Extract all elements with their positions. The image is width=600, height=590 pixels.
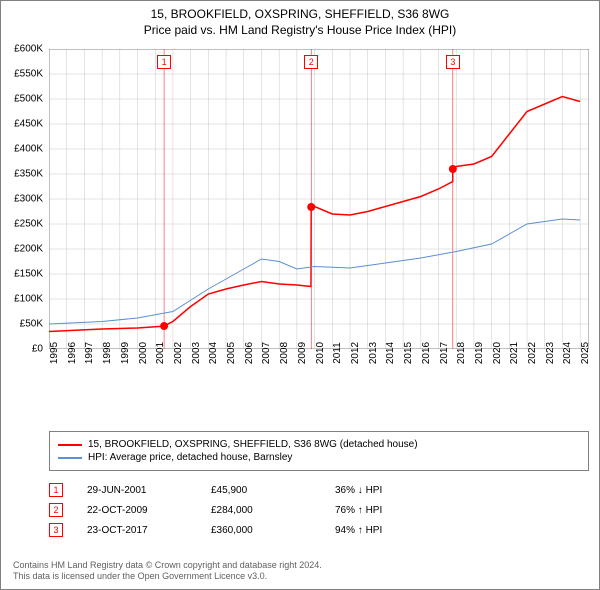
legend-swatch <box>58 457 82 459</box>
legend-label: HPI: Average price, detached house, Barn… <box>88 452 292 463</box>
x-tick-label: 2000 <box>138 342 149 364</box>
transaction-pct: 94% ↑ HPI <box>335 525 435 536</box>
x-tick-label: 2007 <box>261 342 272 364</box>
footer-line-2: This data is licensed under the Open Gov… <box>13 571 322 583</box>
transaction-price: £45,900 <box>211 485 311 496</box>
x-tick-label: 2013 <box>368 342 379 364</box>
x-tick-label: 1999 <box>120 342 131 364</box>
transaction-date: 29-JUN-2001 <box>87 485 187 496</box>
x-tick-label: 2022 <box>527 342 538 364</box>
footer-line-1: Contains HM Land Registry data © Crown c… <box>13 560 322 572</box>
y-tick-label: £500K <box>14 94 43 105</box>
transaction-date: 23-OCT-2017 <box>87 525 187 536</box>
x-tick-label: 2020 <box>492 342 503 364</box>
transaction-price: £360,000 <box>211 525 311 536</box>
transaction-row: 3 23-OCT-2017 £360,000 94% ↑ HPI <box>49 523 589 537</box>
x-tick-label: 2025 <box>580 342 591 364</box>
x-tick-label: 2018 <box>456 342 467 364</box>
y-tick-label: £550K <box>14 69 43 80</box>
footer-attribution: Contains HM Land Registry data © Crown c… <box>13 560 322 583</box>
sale-marker-box: 2 <box>304 55 318 69</box>
x-tick-label: 2004 <box>208 342 219 364</box>
transaction-price: £284,000 <box>211 505 311 516</box>
x-tick-label: 2017 <box>439 342 450 364</box>
chart-container: 15, BROOKFIELD, OXSPRING, SHEFFIELD, S36… <box>0 0 600 590</box>
chart-area: £0£50K£100K£150K£200K£250K£300K£350K£400… <box>49 49 589 389</box>
transaction-pct: 36% ↓ HPI <box>335 485 435 496</box>
transaction-marker: 1 <box>49 483 63 497</box>
chart-subtitle: Price paid vs. HM Land Registry's House … <box>1 23 599 37</box>
x-tick-label: 2010 <box>315 342 326 364</box>
transaction-marker: 3 <box>49 523 63 537</box>
y-tick-label: £0 <box>32 344 43 355</box>
y-tick-label: £250K <box>14 219 43 230</box>
x-tick-label: 1996 <box>67 342 78 364</box>
legend-row: 15, BROOKFIELD, OXSPRING, SHEFFIELD, S36… <box>58 439 580 450</box>
y-tick-label: £600K <box>14 44 43 55</box>
legend-swatch <box>58 444 82 446</box>
x-tick-label: 1997 <box>84 342 95 364</box>
y-tick-label: £350K <box>14 169 43 180</box>
x-tick-label: 2024 <box>562 342 573 364</box>
x-tick-label: 2016 <box>421 342 432 364</box>
transaction-pct: 76% ↑ HPI <box>335 505 435 516</box>
legend: 15, BROOKFIELD, OXSPRING, SHEFFIELD, S36… <box>49 431 589 471</box>
x-tick-label: 2006 <box>244 342 255 364</box>
sale-marker-box: 1 <box>157 55 171 69</box>
transaction-row: 1 29-JUN-2001 £45,900 36% ↓ HPI <box>49 483 589 497</box>
x-tick-label: 2012 <box>350 342 361 364</box>
chart-titles: 15, BROOKFIELD, OXSPRING, SHEFFIELD, S36… <box>1 1 599 37</box>
sale-marker-box: 3 <box>446 55 460 69</box>
x-tick-label: 2015 <box>403 342 414 364</box>
legend-row: HPI: Average price, detached house, Barn… <box>58 452 580 463</box>
x-tick-label: 2014 <box>385 342 396 364</box>
y-tick-label: £200K <box>14 244 43 255</box>
chart-plot <box>49 49 589 349</box>
x-tick-label: 2019 <box>474 342 485 364</box>
y-tick-label: £400K <box>14 144 43 155</box>
transactions-table: 1 29-JUN-2001 £45,900 36% ↓ HPI 2 22-OCT… <box>49 477 589 543</box>
transaction-marker: 2 <box>49 503 63 517</box>
x-tick-label: 2005 <box>226 342 237 364</box>
y-tick-label: £150K <box>14 269 43 280</box>
legend-label: 15, BROOKFIELD, OXSPRING, SHEFFIELD, S36… <box>88 439 418 450</box>
x-tick-label: 2008 <box>279 342 290 364</box>
chart-title-address: 15, BROOKFIELD, OXSPRING, SHEFFIELD, S36… <box>1 7 599 21</box>
y-tick-label: £300K <box>14 194 43 205</box>
y-tick-label: £450K <box>14 119 43 130</box>
transaction-date: 22-OCT-2009 <box>87 505 187 516</box>
x-tick-label: 2001 <box>155 342 166 364</box>
x-tick-label: 2009 <box>297 342 308 364</box>
x-tick-label: 2023 <box>545 342 556 364</box>
transaction-row: 2 22-OCT-2009 £284,000 76% ↑ HPI <box>49 503 589 517</box>
y-tick-label: £50K <box>20 319 43 330</box>
x-tick-label: 1998 <box>102 342 113 364</box>
x-tick-label: 2002 <box>173 342 184 364</box>
x-tick-label: 2021 <box>509 342 520 364</box>
y-tick-label: £100K <box>14 294 43 305</box>
x-tick-label: 2011 <box>332 342 343 364</box>
x-tick-label: 1995 <box>49 342 60 364</box>
x-tick-label: 2003 <box>191 342 202 364</box>
